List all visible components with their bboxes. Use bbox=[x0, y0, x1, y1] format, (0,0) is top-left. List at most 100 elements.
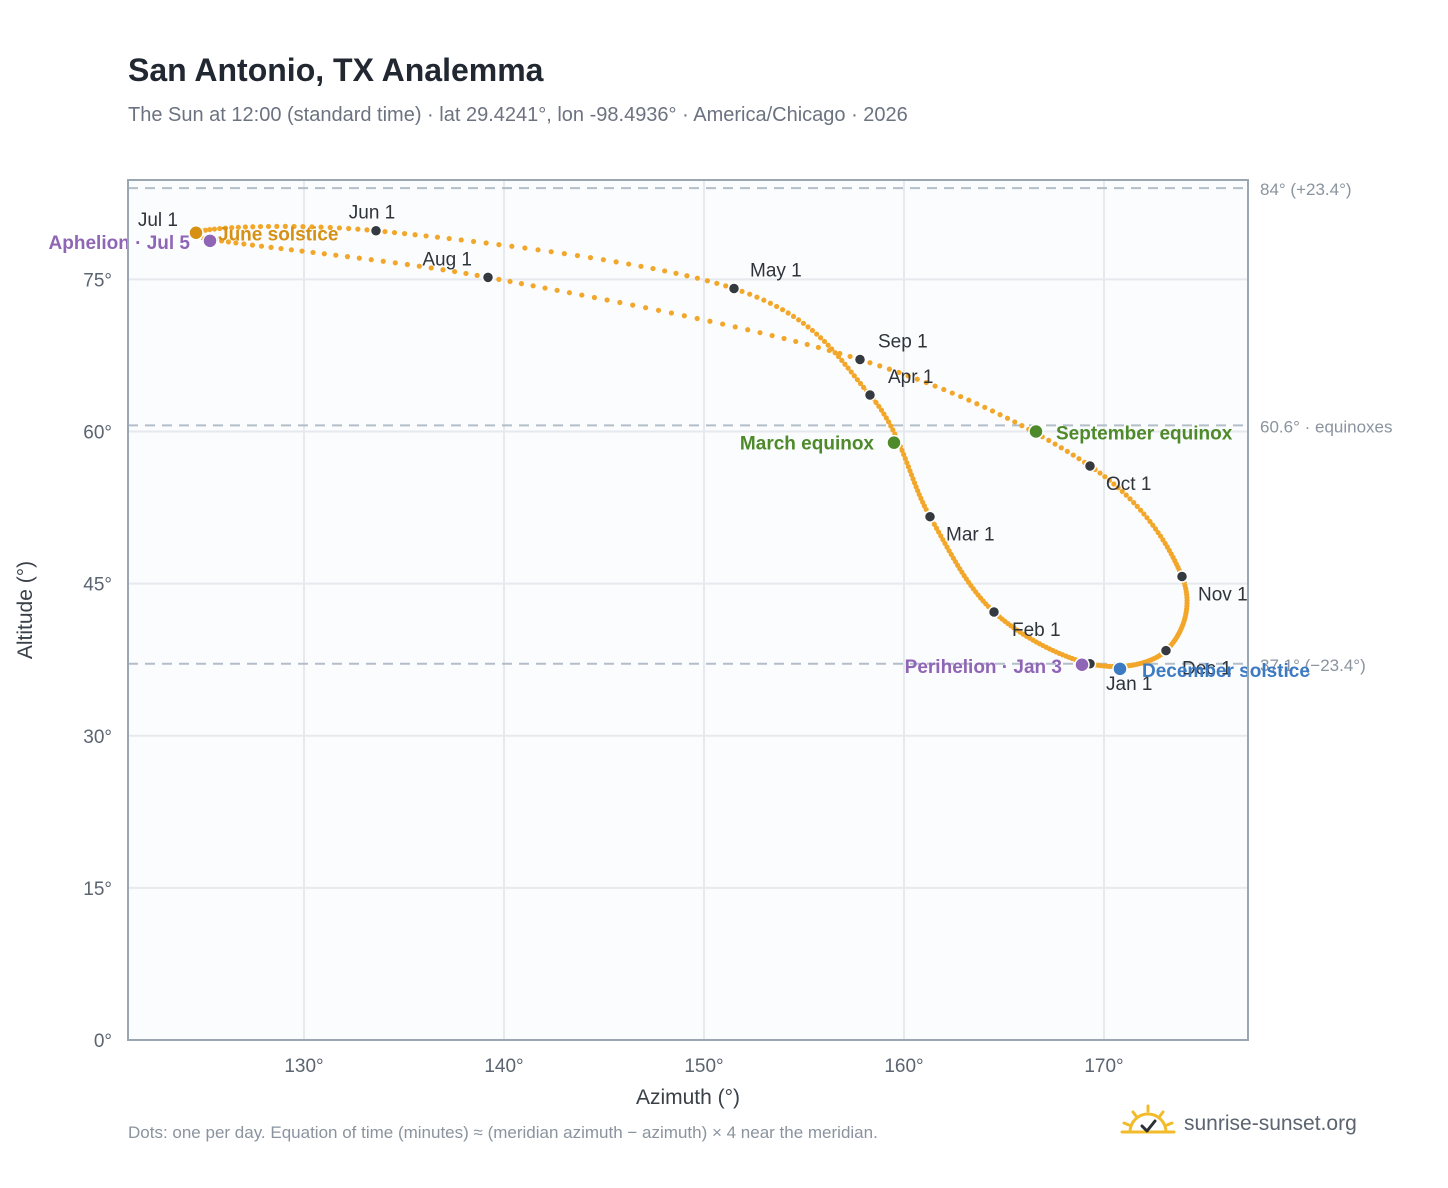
daily-sun-dot bbox=[1058, 445, 1064, 451]
daily-sun-dot bbox=[940, 537, 946, 543]
daily-sun-dot bbox=[474, 272, 480, 278]
daily-sun-dot bbox=[483, 240, 489, 246]
month-label: Jul 1 bbox=[138, 210, 178, 231]
daily-sun-dot bbox=[309, 224, 315, 230]
daily-sun-dot bbox=[888, 423, 894, 429]
daily-sun-dot bbox=[684, 273, 690, 279]
month-label: Jan 1 bbox=[1106, 674, 1152, 695]
month-label: Nov 1 bbox=[1198, 585, 1248, 606]
event-label: Aphelion · Jul 5 bbox=[49, 233, 191, 254]
daily-sun-dot bbox=[391, 229, 398, 236]
daily-sun-dot bbox=[997, 412, 1003, 418]
daily-sun-dot bbox=[530, 283, 536, 289]
daily-sun-dot bbox=[404, 261, 410, 268]
daily-sun-dot bbox=[428, 265, 434, 271]
daily-sun-dot bbox=[747, 291, 753, 297]
daily-sun-dot bbox=[440, 267, 446, 273]
daily-sun-dot bbox=[222, 225, 229, 231]
daily-sun-dot bbox=[321, 251, 327, 257]
month-marker bbox=[727, 282, 741, 295]
month-label: Jun 1 bbox=[349, 203, 395, 224]
daily-sun-dot bbox=[217, 225, 223, 232]
reference-line-label: 37.1° (−23.4°) bbox=[1260, 656, 1366, 675]
daily-sun-dot bbox=[908, 472, 915, 478]
daily-sun-dot bbox=[814, 331, 820, 337]
x-tick-label: 130° bbox=[284, 1056, 323, 1077]
event-label: Perihelion · Jan 3 bbox=[905, 657, 1062, 678]
daily-sun-dot bbox=[694, 275, 700, 281]
daily-sun-dot bbox=[268, 244, 274, 250]
daily-sun-dot bbox=[804, 341, 810, 348]
month-label: Oct 1 bbox=[1106, 474, 1151, 495]
y-tick-label: 45° bbox=[83, 575, 112, 596]
event-marker bbox=[1112, 661, 1128, 677]
daily-sun-dot bbox=[767, 300, 773, 306]
daily-sun-dot bbox=[1004, 415, 1011, 421]
daily-sun-dot bbox=[848, 369, 854, 375]
event-marker bbox=[202, 233, 218, 249]
month-label: Dec 1 bbox=[1182, 659, 1232, 680]
daily-sun-dot bbox=[902, 455, 908, 462]
month-marker bbox=[863, 388, 877, 402]
daily-sun-dot bbox=[668, 310, 675, 316]
daily-sun-dot bbox=[522, 245, 528, 251]
x-axis-ticks: 130° 140° 150° 160° 170° bbox=[284, 1056, 1123, 1077]
daily-sun-dot bbox=[818, 335, 824, 341]
daily-sun-dot bbox=[842, 361, 848, 367]
month-markers: Jan 1 Feb 1 Mar 1 Apr 1 May 1 Jun 1 Jul 1 Aug 1… bbox=[138, 203, 1248, 695]
daily-sun-dot bbox=[211, 226, 218, 232]
month-marker bbox=[1083, 459, 1097, 473]
daily-sun-dot bbox=[617, 299, 623, 306]
daily-sun-dot bbox=[857, 380, 864, 387]
daily-sun-dot bbox=[655, 307, 662, 313]
daily-sun-dot bbox=[299, 248, 305, 254]
month-label: Feb 1 bbox=[1012, 620, 1061, 641]
daily-sun-dot bbox=[542, 285, 548, 291]
daily-sun-dot bbox=[779, 307, 786, 313]
daily-sun-dot bbox=[346, 225, 352, 232]
daily-sun-dot bbox=[761, 297, 767, 303]
brand-name: sunrise-sunset.org bbox=[1184, 1112, 1357, 1135]
daily-sun-dot bbox=[974, 401, 980, 407]
month-marker bbox=[923, 510, 937, 523]
daily-sun-dot bbox=[507, 278, 513, 285]
daily-sun-dot bbox=[745, 327, 751, 333]
daily-sun-dot bbox=[832, 350, 838, 356]
daily-sun-dot bbox=[714, 280, 720, 286]
daily-sun-dot bbox=[800, 320, 807, 326]
daily-sun-dot bbox=[1144, 515, 1150, 521]
daily-sun-dot bbox=[933, 525, 940, 531]
daily-sun-dot bbox=[288, 247, 294, 253]
daily-sun-dot bbox=[839, 357, 845, 364]
daily-sun-dot bbox=[650, 265, 656, 272]
daily-sun-dot bbox=[642, 305, 649, 311]
brand[interactable]: sunrise-sunset.org bbox=[1120, 1102, 1357, 1146]
daily-sun-dot bbox=[1019, 423, 1025, 429]
daily-sun-dot bbox=[886, 366, 892, 372]
daily-sun-dot bbox=[364, 227, 370, 233]
daily-sun-dot bbox=[1123, 492, 1129, 498]
daily-sun-dot bbox=[1138, 507, 1144, 513]
daily-sun-dot bbox=[785, 310, 791, 316]
daily-sun-dot bbox=[915, 488, 921, 494]
daily-sun-dot bbox=[600, 257, 606, 263]
daily-sun-dot bbox=[707, 318, 713, 324]
daily-sun-dot bbox=[518, 281, 525, 287]
daily-sun-dot bbox=[1150, 522, 1156, 528]
daily-sun-dot bbox=[1076, 456, 1082, 462]
chart-subtitle: The Sun at 12:00 (standard time) · lat 2… bbox=[128, 104, 908, 126]
daily-sun-dot bbox=[356, 255, 362, 261]
x-tick-label: 140° bbox=[484, 1056, 523, 1077]
x-axis-label: Azimuth (°) bbox=[636, 1086, 740, 1109]
daily-sun-dot bbox=[982, 404, 988, 410]
daily-sun-dot bbox=[591, 294, 597, 301]
event-label: September equinox bbox=[1056, 424, 1233, 445]
daily-sun-dot bbox=[401, 231, 408, 237]
daily-sun-dot bbox=[336, 225, 343, 231]
daily-sun-dot bbox=[382, 228, 388, 235]
daily-sun-dot bbox=[355, 226, 361, 232]
daily-sun-dot bbox=[723, 283, 729, 289]
daily-sun-dot bbox=[630, 302, 636, 308]
y-axis-label: Altitude (°) bbox=[14, 561, 37, 659]
daily-sun-dot bbox=[913, 484, 919, 490]
